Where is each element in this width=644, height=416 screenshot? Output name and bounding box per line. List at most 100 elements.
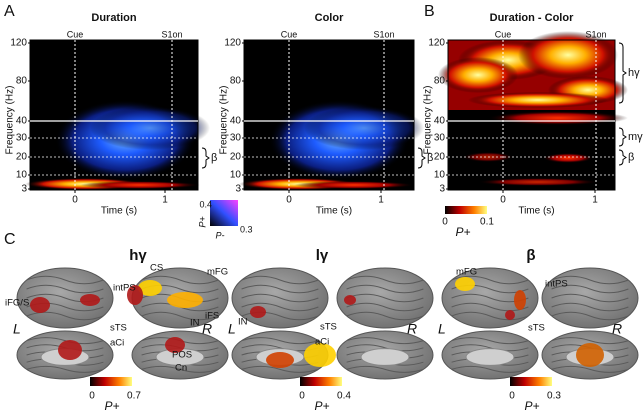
region-label: iFS [205,311,219,322]
diff-beta [543,153,593,163]
colorbar-label: P+ [524,399,539,413]
sulcus [241,275,319,285]
region-label: mFG [207,267,228,278]
y-tick-label: 10 [16,170,28,181]
sulcus [26,311,104,321]
sulcus [451,365,529,373]
colorbar-label: P+ [197,216,207,227]
sulcus [241,365,319,373]
activation [165,337,185,353]
y-tick-label: 3 [439,184,445,195]
activation [304,343,336,367]
y-tick-label: 40 [230,116,242,127]
sulcus [346,337,424,345]
power-increase [80,181,200,189]
activation [138,280,162,296]
colorbar-tick: 0.7 [127,391,141,402]
x-axis-label: Time (s) [316,206,352,217]
sulcus [551,275,629,285]
panel-label: B [424,3,435,20]
sulcus [26,275,104,285]
band-label: β [427,152,433,164]
x-tick-label: 1 [378,195,384,206]
region-label: mFG [456,267,477,278]
colorbar-label: P+ [314,399,329,413]
band-brace [201,147,210,169]
group-title: lγ [316,247,329,264]
y-tick-label: 30 [434,133,446,144]
panel-label: C [4,231,16,248]
sulcus [551,337,629,345]
sulcus [551,293,629,303]
sulcus [346,302,424,312]
y-tick-label: 10 [434,170,446,181]
sulcus [26,337,104,345]
region-label: sTS [528,323,545,334]
sulcus [451,275,529,285]
colorbar-label: P- [216,230,225,240]
band-label: mγ [628,131,643,143]
plot-frame [447,39,616,191]
colorbar-tick: 0 [509,391,515,402]
diff-high [468,92,608,108]
y-tick-label: 120 [10,38,27,49]
region-label: POS [172,350,192,361]
y-tick-label: 80 [434,76,446,87]
x-axis-label: Time (s) [101,206,137,217]
diff-high [438,57,518,93]
event-label: Cue [495,29,512,39]
band-label: β [211,152,217,164]
region-label: CS [150,263,163,274]
event-label: Cue [281,29,298,39]
power-decrease [90,106,210,150]
sulcus [451,344,529,352]
hemisphere-label: L [228,321,236,337]
sulcus [241,302,319,312]
sulcus [141,311,219,321]
sulcus [141,365,219,373]
sulcus [241,293,319,303]
band-brace [417,147,426,169]
x-tick-label: 1 [592,195,598,206]
band-brace [618,149,627,166]
activation [505,310,515,320]
power-decrease [304,106,424,150]
sulcus [451,311,529,321]
group-title: β [526,247,535,264]
hemisphere-label: L [13,321,21,337]
colorbar [210,200,238,226]
y-tick-label: 40 [16,116,28,127]
y-tick-label: 3 [235,184,241,195]
x-tick-label: 0 [286,195,292,206]
hemisphere-label: R [407,321,417,337]
colorbar-tick: 0.1 [480,217,494,228]
y-tick-label: 20 [16,152,28,163]
activation [58,340,82,360]
x-tick-label: 1 [162,195,168,206]
region-label: sTS [110,323,127,334]
region-label: Cn [175,363,187,374]
region-label: aCi [110,338,124,349]
activation [514,290,526,310]
activation [266,352,294,368]
y-tick-label: 3 [21,184,27,195]
region-label: intPS [113,283,136,294]
band-label: β [628,151,634,163]
sulcus [346,344,424,352]
colorbar-tick: 0.3 [240,224,253,234]
power-increase [294,181,414,189]
colorbar-tick: 0 [299,391,305,402]
sulcus [346,311,424,321]
colorbar-tick: 0 [442,217,448,228]
sulcus [346,275,424,285]
sulcus [26,365,104,373]
band-brace [618,42,627,104]
region-label: IN [190,318,200,329]
colorbar-tick: 0.4 [199,199,212,209]
activation [167,292,203,308]
event-label: S1on [585,29,606,39]
group-title: hγ [129,247,147,264]
sulcus [346,284,424,294]
hemisphere-label: L [438,321,446,337]
